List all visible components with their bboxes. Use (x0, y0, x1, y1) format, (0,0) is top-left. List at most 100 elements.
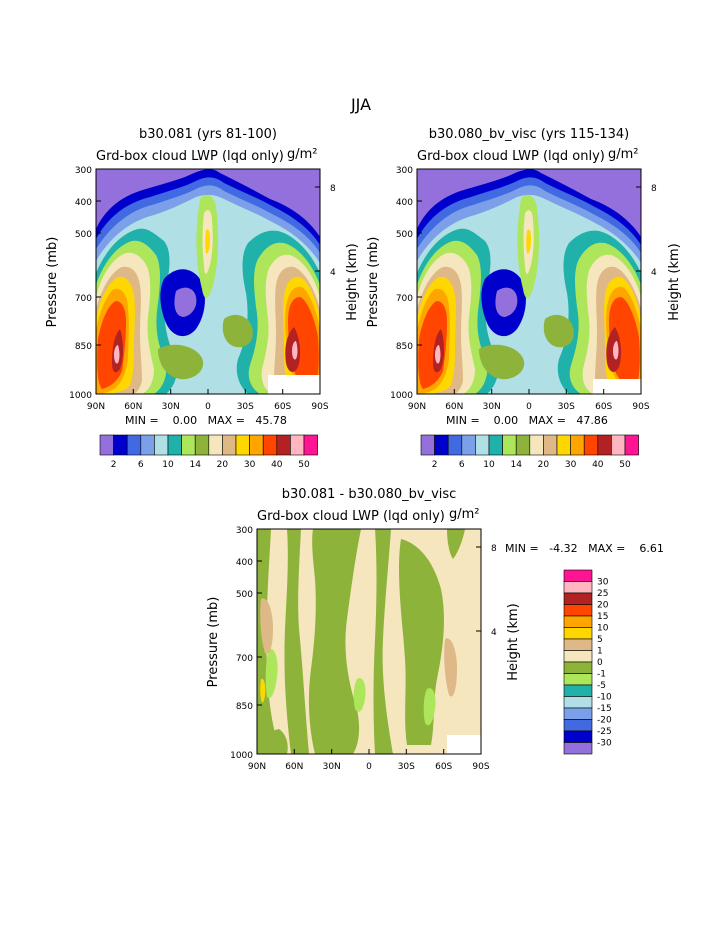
contour-fields (257, 529, 481, 754)
ytick-label: 700 (236, 654, 253, 664)
panel-1-title: b30.081 (yrs 81-100) (139, 127, 277, 142)
ytick-label: 400 (75, 198, 92, 208)
ytick-label: 850 (75, 342, 92, 352)
colorbar-swatch (563, 569, 593, 582)
colorbar-swatch (563, 615, 593, 628)
ytick-label: 500 (75, 230, 92, 240)
xtick-label: 60S (595, 402, 612, 412)
colorbar-swatch (99, 434, 114, 456)
colorbar-swatch (563, 707, 593, 720)
colorbar-label: 25 (597, 589, 608, 599)
colorbar-label: 20 (597, 601, 609, 611)
colorbar-label: 2 (111, 460, 117, 470)
colorbar-swatch (303, 434, 318, 456)
colorbar-swatch (140, 434, 155, 456)
colorbar-swatch (563, 719, 593, 732)
colorbar-swatch (235, 434, 250, 456)
colorbar-label: 6 (459, 460, 465, 470)
contour-band-bottom-right-lightgreen (543, 314, 574, 348)
colorbar-label: 20 (538, 460, 550, 470)
colorbar-label: 2 (432, 460, 438, 470)
contour-band-bottom-lightgreen (158, 344, 204, 380)
colorbar-label: 50 (298, 460, 310, 470)
colorbar-label: 14 (189, 460, 201, 470)
diff-band-green-mid-right (373, 529, 393, 754)
contour-band-pink-right (292, 341, 298, 360)
contour-band-bottom-right-lightgreen (222, 314, 253, 348)
diff-band-green-bottom-left (257, 729, 288, 754)
colorbar-label: 0 (597, 658, 603, 668)
colorbar-swatch (529, 434, 544, 456)
xtick-label: 30N (323, 762, 341, 772)
xtick-label: 60N (124, 402, 142, 412)
panel-2-plot: 300 400 500 700 850 1000 8 4 90N 60N 30N… (390, 166, 657, 412)
panel-2-colorbar: 2 6 10 14 20 30 40 50 (420, 434, 639, 470)
xtick-label: 90S (632, 402, 649, 412)
ytick-label: 500 (396, 230, 413, 240)
panel-1-minmax: MIN = 0.00 MAX = 45.78 (125, 414, 287, 427)
missing-data-region (447, 735, 481, 754)
ytick-label: 300 (396, 166, 413, 176)
colorbar-swatch (113, 434, 128, 456)
panel-1-units: g/m² (287, 147, 318, 162)
xtick-label: 30S (398, 762, 415, 772)
colorbar-swatch (181, 434, 196, 456)
y2tick-label: 4 (330, 268, 336, 278)
ytick-label: 850 (396, 342, 413, 352)
contour-fields (417, 169, 641, 394)
contour-band-pink-right (613, 341, 619, 360)
contour-band-center-column-gold (205, 229, 210, 254)
panel-3-minmax: MIN = -4.32 MAX = 6.61 (505, 542, 664, 555)
panel-2-y2label: Height (km) (667, 243, 682, 320)
xtick-label: 60N (445, 402, 463, 412)
xtick-label: 90N (248, 762, 266, 772)
diff-band-green-left-mid (284, 529, 309, 754)
colorbar-swatch (563, 592, 593, 605)
xtick-label: 60S (274, 402, 291, 412)
x-ticks: 90N 60N 30N 0 30S 60S 90S (408, 389, 650, 412)
colorbar-swatch (563, 581, 593, 594)
colorbar-label: -20 (597, 716, 612, 726)
y-ticks: 300 400 500 700 850 1000 (390, 166, 422, 401)
colorbar-label: -30 (597, 739, 612, 749)
colorbar-label: 5 (597, 635, 603, 645)
xtick-label: 30N (162, 402, 180, 412)
panel-3-field-label: Grd-box cloud LWP (lqd only) (257, 509, 445, 524)
panel-3-units: g/m² (449, 507, 480, 522)
xtick-label: 0 (366, 762, 372, 772)
diff-band-lightgreen-1 (265, 648, 278, 699)
ytick-label: 500 (236, 590, 253, 600)
colorbar-swatch (461, 434, 476, 456)
xtick-label: 60N (285, 762, 303, 772)
y-ticks: 300 400 500 700 850 1000 (69, 166, 101, 401)
colorbar-swatch (556, 434, 571, 456)
colorbar-swatch (262, 434, 278, 456)
ytick-label: 400 (396, 198, 413, 208)
contour-band-bottom-lightgreen (479, 344, 525, 380)
panel-3-ylabel: Pressure (mb) (206, 597, 221, 688)
panel-2-ylabel: Pressure (mb) (366, 237, 381, 328)
colorbar-swatch (515, 434, 531, 456)
xtick-label: 90N (408, 402, 426, 412)
colorbar-swatch (434, 434, 449, 456)
colorbar-swatch (597, 434, 612, 456)
colorbar-swatch (563, 696, 593, 709)
panel-2-minmax: MIN = 0.00 MAX = 47.86 (446, 414, 608, 427)
ytick-label: 1000 (69, 391, 92, 401)
colorbar-swatch (563, 684, 593, 697)
ytick-label: 700 (75, 294, 92, 304)
y2tick-label: 4 (491, 628, 497, 638)
ytick-label: 1000 (390, 391, 413, 401)
y2tick-label: 4 (651, 268, 657, 278)
colorbar-swatch (583, 434, 599, 456)
colorbar-label: 30 (244, 460, 256, 470)
colorbar-label: -25 (597, 727, 612, 737)
colorbar-swatch (563, 627, 593, 640)
colorbar-swatch (624, 434, 639, 456)
panel-1-plot: 300 400 500 700 850 1000 8 4 90N 60N 30N… (69, 166, 336, 412)
panel-3: b30.081 - b30.080_bv_visc Grd-box cloud … (206, 487, 664, 772)
panel-1-field-label: Grd-box cloud LWP (lqd only) (96, 149, 284, 164)
ytick-label: 850 (236, 702, 253, 712)
diff-band-tan-left (260, 598, 273, 654)
xtick-label: 30N (483, 402, 501, 412)
